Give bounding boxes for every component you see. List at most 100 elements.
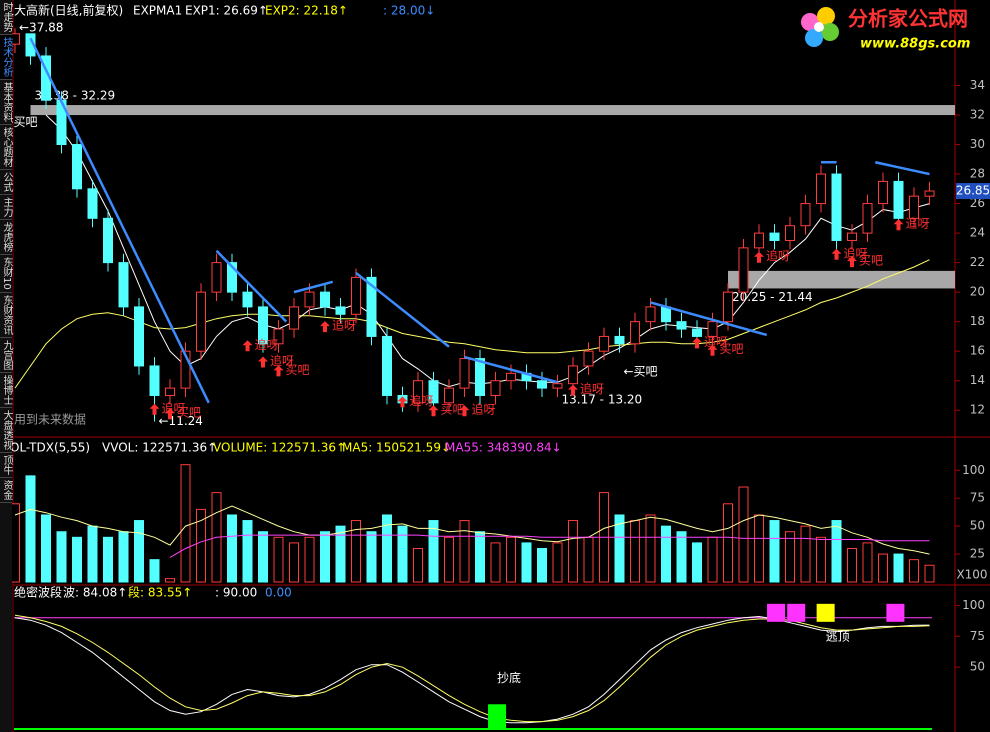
volume-bar xyxy=(847,547,857,583)
signal-arrow xyxy=(692,337,702,349)
sidebar-tab[interactable]: 资金 xyxy=(0,478,12,503)
signal-arrow xyxy=(893,219,904,231)
y-tick-label: 100 xyxy=(962,598,985,612)
signal-arrow xyxy=(831,248,842,260)
annotation: ←37.88 xyxy=(19,21,63,35)
indicator-value: : 28.00↓ xyxy=(383,4,435,18)
signal-arrow xyxy=(242,340,253,352)
sidebar-tab[interactable]: 公式 xyxy=(0,170,12,195)
top-marker xyxy=(767,603,786,622)
volume-bar xyxy=(273,536,284,583)
candle-body xyxy=(707,321,718,337)
volume-bar xyxy=(475,531,485,583)
volume-bar xyxy=(723,503,733,583)
volume-bar xyxy=(816,536,826,583)
marker-label: 逃顶 xyxy=(826,629,850,643)
candle-body xyxy=(847,232,857,241)
candle-body xyxy=(769,232,780,241)
volume-bar xyxy=(56,531,67,583)
candle-body xyxy=(816,173,826,205)
volume-bar xyxy=(87,525,98,583)
candle-body xyxy=(72,144,82,190)
candle-body xyxy=(428,380,439,404)
signal-label: 追呀 xyxy=(270,353,294,368)
candle-body xyxy=(924,190,935,197)
note: 用到未来数据 xyxy=(14,412,86,427)
y-tick-label: 18 xyxy=(970,314,985,328)
candle-body xyxy=(103,217,113,264)
candle-body xyxy=(893,180,904,219)
signal-label: 追呀 xyxy=(704,334,728,349)
candle-body xyxy=(196,291,206,352)
y-tick-label: 16 xyxy=(970,344,985,358)
moving-average xyxy=(14,259,930,389)
sidebar-tab[interactable]: 顶牛 xyxy=(0,453,12,478)
volume-bar xyxy=(630,520,640,583)
volume-bar xyxy=(134,520,144,583)
volume-bar xyxy=(118,531,129,583)
panel-title: 工大高新(日线,前复权) xyxy=(2,3,123,18)
trendline xyxy=(29,37,210,404)
signal-arrow xyxy=(320,321,330,333)
volume-bar xyxy=(738,486,749,583)
volume-bar xyxy=(754,514,764,583)
oscillator-line xyxy=(14,615,930,724)
sidebar-tab[interactable]: 核心题材 xyxy=(0,125,12,170)
sidebar-tab[interactable]: 主力 xyxy=(0,195,12,220)
candle-body xyxy=(289,306,299,330)
zone xyxy=(30,105,955,116)
candle-body xyxy=(459,358,470,389)
signal-label: 追呀 xyxy=(472,402,496,417)
sidebar-tab[interactable]: 龙虎榜 xyxy=(0,220,12,255)
signal-arrow xyxy=(273,365,284,377)
volume-bar xyxy=(785,531,795,583)
volume-bar xyxy=(335,525,346,583)
signal-arrow xyxy=(568,384,578,396)
candle-body xyxy=(723,291,733,323)
volume-bar xyxy=(72,536,82,583)
candle-body xyxy=(87,188,98,219)
signal-label: 买吧 xyxy=(859,254,883,268)
volume-bar xyxy=(165,578,175,583)
top-marker xyxy=(886,603,905,622)
bottom-bar xyxy=(488,704,507,729)
y-tick-label: 75 xyxy=(970,629,985,643)
volume-bar xyxy=(428,520,439,583)
candle-body xyxy=(227,262,237,293)
last-price-tag xyxy=(956,183,990,200)
sidebar-tab[interactable]: 技术分析 xyxy=(0,35,12,80)
oscillator-line xyxy=(14,614,930,723)
signal-arrow xyxy=(847,256,857,268)
sidebar-tab[interactable]: 大盘透视 xyxy=(0,408,12,453)
candle-body xyxy=(180,350,191,389)
volume-bar xyxy=(676,531,687,583)
sidebar-tab[interactable]: 东财资讯 xyxy=(0,293,12,338)
signal-label: 追呀 xyxy=(255,337,279,352)
candle-body xyxy=(630,321,640,345)
signal-arrow xyxy=(397,396,408,408)
zone xyxy=(728,270,955,289)
indicator-value: MA55: 348390.84↓ xyxy=(445,441,562,455)
volume-bar xyxy=(769,520,780,583)
indicator-value: EXPMA1 xyxy=(133,4,182,18)
sidebar-tab[interactable]: 操博士 xyxy=(0,373,12,408)
sidebar-tab[interactable]: 基本资料 xyxy=(0,80,12,125)
volume-bar xyxy=(180,464,191,583)
volume-bar xyxy=(41,514,51,583)
annotation: ←买吧 xyxy=(4,115,38,129)
volume-bar xyxy=(397,525,408,583)
volume-bar xyxy=(366,531,377,583)
signal-label: 追呀 xyxy=(766,248,790,263)
sidebar-tab[interactable]: 时走势 xyxy=(0,0,12,35)
volume-bar xyxy=(227,514,237,583)
y-tick-label: 32 xyxy=(970,108,985,122)
volume-bar xyxy=(878,553,888,583)
candle-body xyxy=(738,247,749,293)
sidebar-tab[interactable]: 九宫图 xyxy=(0,338,12,373)
sidebar-tab[interactable]: 东财10 xyxy=(0,255,12,293)
y-tick-label: 50 xyxy=(970,660,985,674)
panel-title: 绝密波段 xyxy=(14,585,62,600)
signal-label: 追呀 xyxy=(332,318,356,333)
volume-bar xyxy=(258,531,268,583)
